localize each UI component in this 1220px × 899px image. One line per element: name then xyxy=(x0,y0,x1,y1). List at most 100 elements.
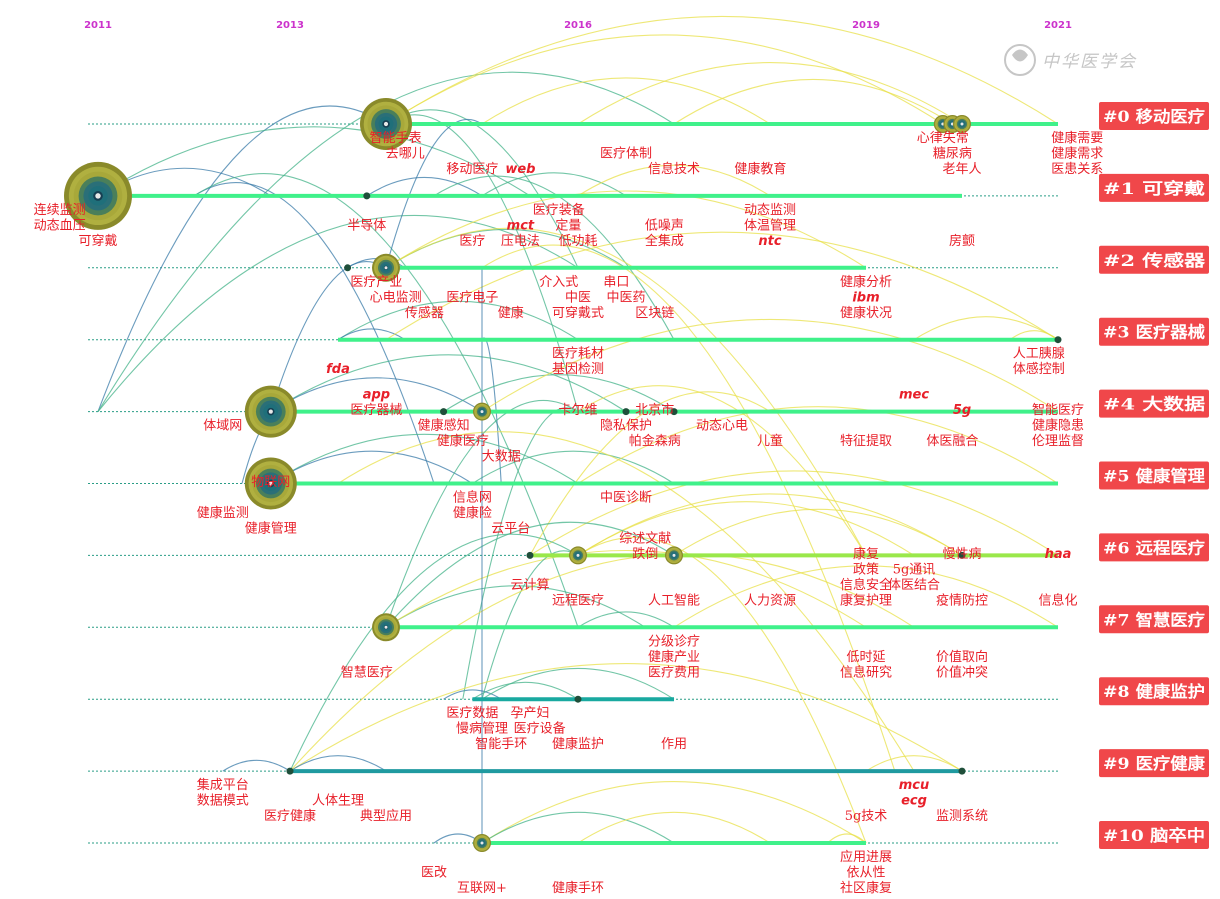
cluster-label-text: #2 传感器 xyxy=(1103,251,1206,270)
link-arc xyxy=(270,450,473,484)
keyword-label: 医疗费用 xyxy=(648,665,700,680)
keyword-label: 健康管理 xyxy=(245,521,297,537)
keyword-label: 慢病管理 xyxy=(456,721,508,737)
keyword-node xyxy=(372,613,400,642)
cluster-label-text: #5 健康管理 xyxy=(1103,467,1205,486)
cluster-label-3: #3 医疗器械 xyxy=(1099,317,1209,346)
link-arc xyxy=(673,565,1059,628)
year-label-2011: 2011 xyxy=(84,20,112,31)
keyword-label: 依从性 xyxy=(846,866,885,881)
keyword-label: 5g xyxy=(953,403,971,418)
keyword-label: 可穿戴式 xyxy=(552,305,604,321)
keyword-node xyxy=(473,834,491,852)
cluster-label-box xyxy=(1099,821,1209,849)
keyword-label: ntc xyxy=(758,234,781,249)
keyword-label: 帕金森病 xyxy=(629,433,681,449)
link-arc xyxy=(827,833,867,844)
keyword-label: 云平台 xyxy=(491,522,530,537)
keyword-label: 卡尔维 xyxy=(558,403,597,418)
keyword-label: 健康分析 xyxy=(840,274,892,290)
keyword-node xyxy=(244,385,297,438)
cluster-label-text: #10 脑卒中 xyxy=(1103,826,1205,845)
cluster-label-text: #3 医疗器械 xyxy=(1103,323,1205,342)
link-arc xyxy=(385,585,646,628)
cluster-label-5: #5 健康管理 xyxy=(1099,461,1209,490)
link-arc xyxy=(577,811,771,844)
keyword-label: 健康 xyxy=(498,305,524,321)
link-arc xyxy=(913,316,1059,341)
keyword-label: 健康隐患 xyxy=(1032,418,1084,434)
keyword-node xyxy=(64,161,132,230)
keyword-node xyxy=(622,408,630,416)
link-arc xyxy=(472,681,579,700)
keyword-label: app xyxy=(363,388,390,403)
keyword-label: 体域网 xyxy=(203,419,242,434)
keyword-label: 压电法 xyxy=(501,234,540,249)
keyword-label: 数据模式 xyxy=(197,794,249,809)
keyword-label: 健康监护 xyxy=(552,736,604,752)
cluster-label-2: #2 传感器 xyxy=(1099,245,1209,274)
node-dot xyxy=(1054,336,1062,344)
keyword-node xyxy=(574,695,582,703)
keyword-label: 智能手表 xyxy=(370,131,422,146)
node-center xyxy=(384,266,388,270)
cluster-label-text: #8 健康监护 xyxy=(1103,682,1205,701)
link-arc xyxy=(97,215,579,412)
keyword-label: 动态血压 xyxy=(34,218,86,233)
keyword-node xyxy=(360,98,412,150)
cluster-label-6: #6 远程医疗 xyxy=(1099,533,1209,562)
node-center xyxy=(480,410,484,414)
keyword-label: 信息技术 xyxy=(648,161,700,177)
cluster-label-box xyxy=(1099,102,1209,130)
link-arc xyxy=(577,493,963,556)
cluster-label-box xyxy=(1099,605,1209,634)
keyword-label: 集成平台 xyxy=(197,777,249,793)
keyword-label: 介入式 xyxy=(539,275,578,290)
link-arc xyxy=(462,407,579,700)
keyword-label: mct xyxy=(507,218,535,233)
node-dot xyxy=(526,551,534,559)
keyword-label: 全集成 xyxy=(645,233,684,249)
keyword-label: 体医结合 xyxy=(888,578,940,593)
node-dot xyxy=(622,408,630,416)
cluster-labels: #0 移动医疗 #1 可穿戴 #2 传感器 #3 医疗器械 #4 大数据 #5 健康管理 #… xyxy=(1099,102,1209,849)
cluster-label-box xyxy=(1099,677,1209,706)
keyword-label: 医疗耗材 xyxy=(552,347,604,362)
link-arc xyxy=(481,550,579,700)
keyword-label: 儿童 xyxy=(757,433,783,449)
node-center xyxy=(672,553,676,557)
keyword-label: 半导体 xyxy=(347,218,386,233)
keyword-label: 信息网 xyxy=(453,490,492,506)
keyword-label: 信息研究 xyxy=(840,664,892,680)
keyword-label: 孕产妇 xyxy=(510,705,549,721)
link-arc xyxy=(673,508,963,556)
keyword-label: 健康手环 xyxy=(552,880,604,896)
node-center xyxy=(268,409,273,414)
keyword-node xyxy=(244,457,297,510)
keyword-label: 政策 xyxy=(853,561,879,577)
link-arc xyxy=(366,176,483,197)
keyword-node xyxy=(953,115,971,133)
year-label-2013: 2013 xyxy=(276,20,304,31)
node-center xyxy=(268,481,273,486)
keyword-label: 慢性病 xyxy=(942,546,981,562)
keyword-label: 低功耗 xyxy=(558,234,597,249)
keyword-label: 去哪儿 xyxy=(386,147,425,162)
link-arc xyxy=(577,611,675,628)
keyword-label: 特征提取 xyxy=(840,433,892,449)
keyword-label: 智能手环 xyxy=(475,737,527,752)
keyword-label: 健康险 xyxy=(453,505,492,521)
link-arc xyxy=(577,385,867,556)
keyword-node xyxy=(286,767,294,775)
keyword-label: 信息化 xyxy=(1038,592,1077,608)
year-axis: 2011 2013 2016 2019 2021 xyxy=(84,20,1072,31)
cluster-label-box xyxy=(1099,461,1209,490)
keyword-label: 大数据 xyxy=(482,450,521,465)
keyword-label: 低噪声 xyxy=(645,218,684,233)
keyword-label: 疫情防控 xyxy=(936,592,988,608)
keyword-label: 社区康复 xyxy=(840,880,892,896)
keyword-node xyxy=(473,402,491,421)
link-arc xyxy=(385,190,867,269)
